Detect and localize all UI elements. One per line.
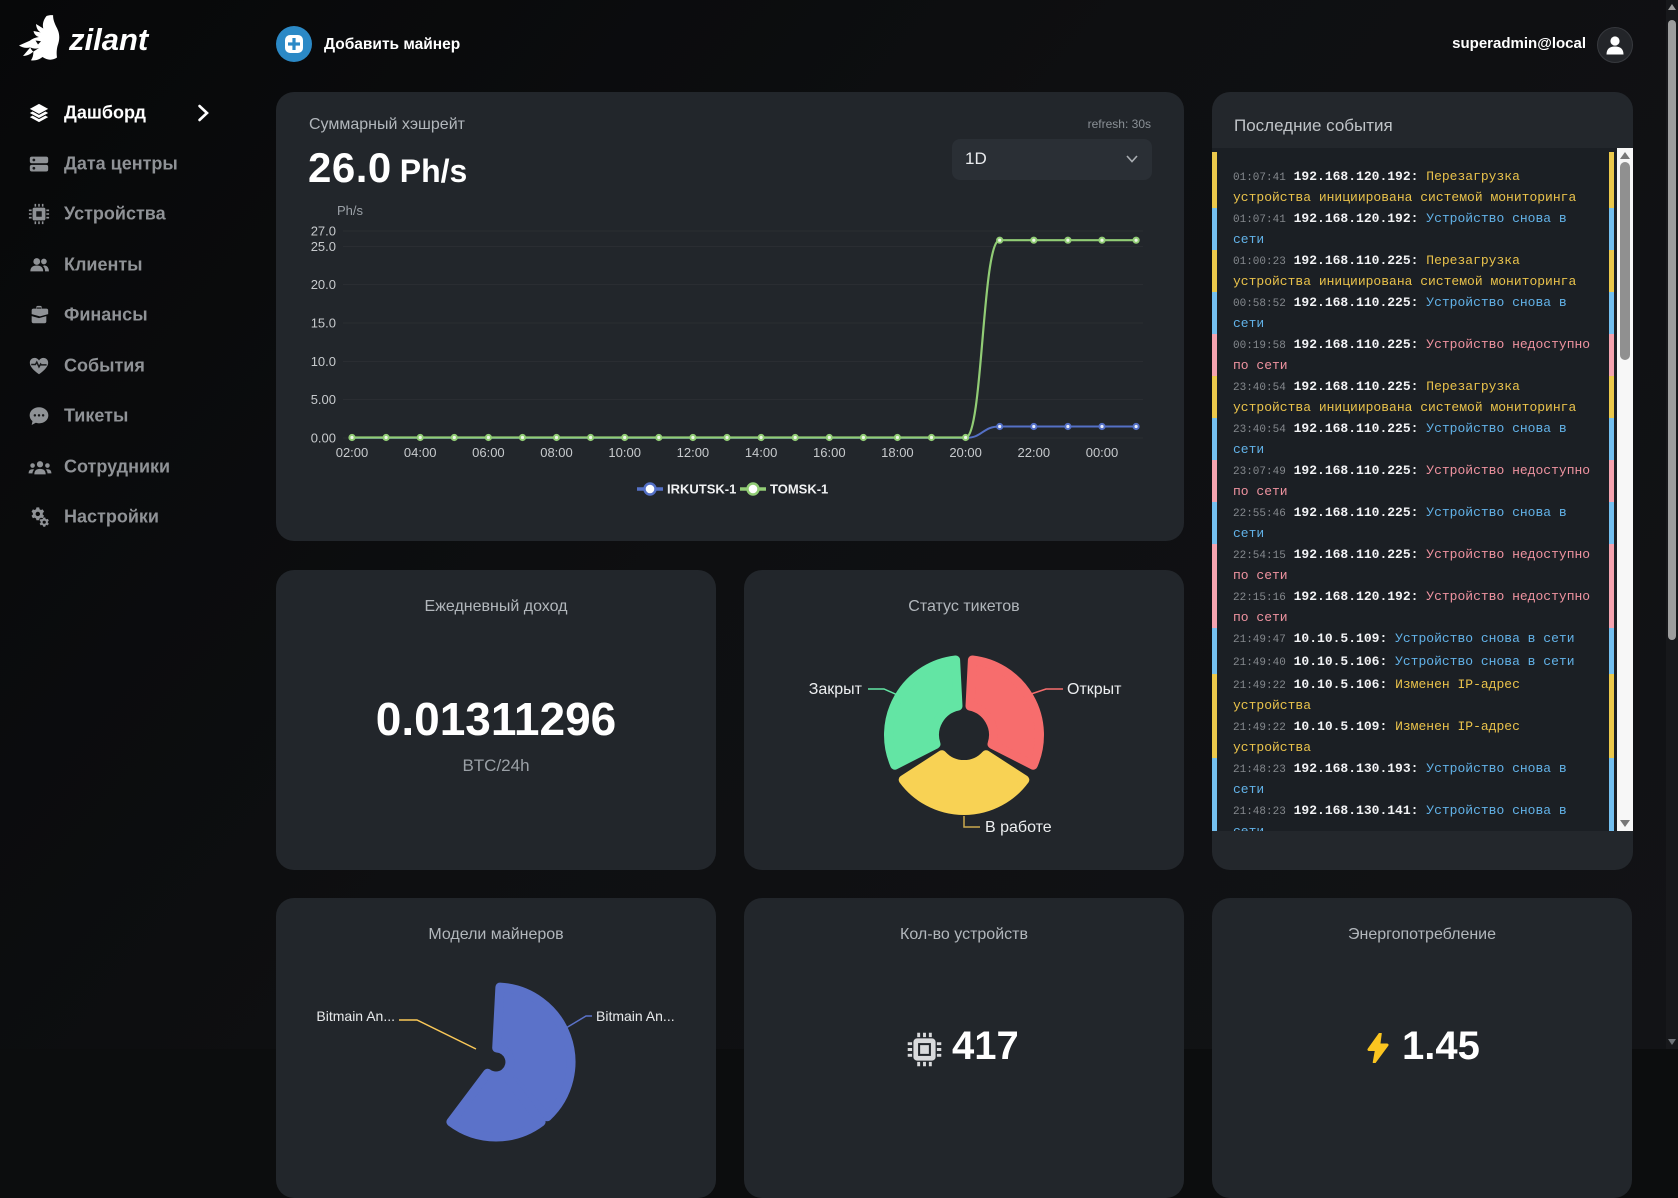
svg-text:06:00: 06:00 [472,445,505,460]
svg-text:20:00: 20:00 [949,445,982,460]
svg-text:25.0: 25.0 [311,239,336,254]
svg-text:Bitmain An...: Bitmain An... [316,1008,395,1024]
svg-text:Закрыт: Закрыт [809,681,863,698]
svg-text:Ph/s: Ph/s [337,203,364,218]
svg-text:08:00: 08:00 [540,445,573,460]
svg-text:15.0: 15.0 [311,316,336,331]
svg-text:02:00: 02:00 [336,445,369,460]
svg-text:04:00: 04:00 [404,445,437,460]
svg-text:Открыт: Открыт [1067,681,1122,698]
svg-text:IRKUTSK-1: IRKUTSK-1 [667,482,736,497]
svg-text:27.0: 27.0 [311,224,336,239]
svg-text:10:00: 10:00 [608,445,641,460]
svg-text:14:00: 14:00 [745,445,778,460]
svg-text:В работе: В работе [985,819,1052,836]
svg-text:22:00: 22:00 [1018,445,1051,460]
svg-text:Bitmain An...: Bitmain An... [596,1008,675,1024]
svg-text:00:00: 00:00 [1086,445,1119,460]
svg-text:18:00: 18:00 [881,445,914,460]
svg-text:0.00: 0.00 [311,431,336,446]
svg-text:10.0: 10.0 [311,354,336,369]
svg-text:16:00: 16:00 [813,445,846,460]
svg-text:5.00: 5.00 [311,392,336,407]
svg-text:TOMSK-1: TOMSK-1 [770,482,828,497]
svg-text:12:00: 12:00 [677,445,710,460]
svg-text:20.0: 20.0 [311,277,336,292]
